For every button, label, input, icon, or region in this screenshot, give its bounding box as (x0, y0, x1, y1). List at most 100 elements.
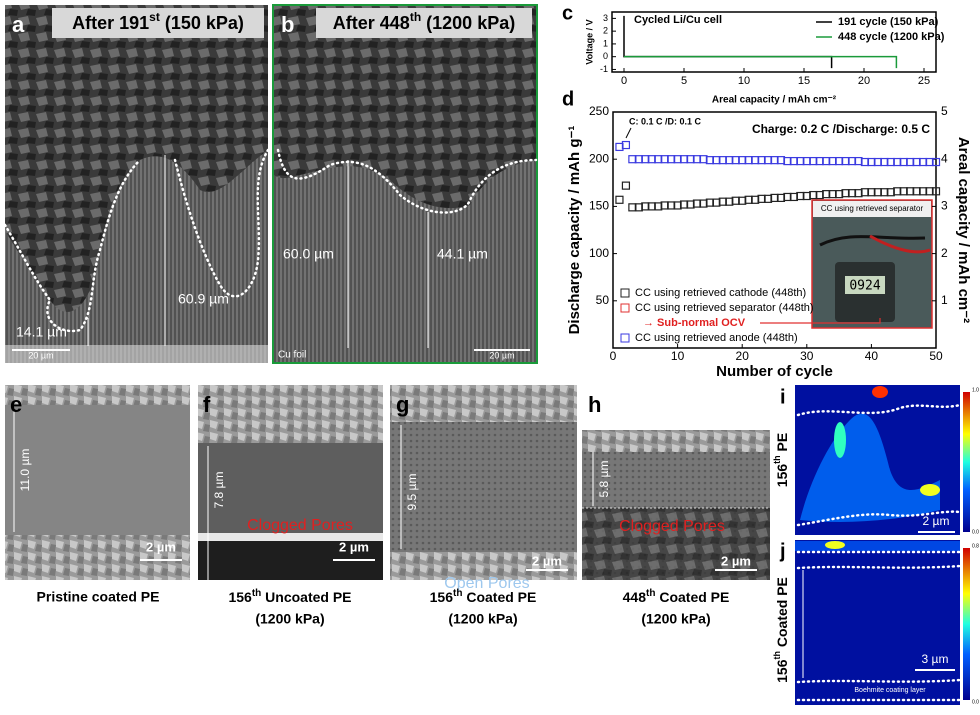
side-label: 156th Coated PE (772, 577, 789, 683)
caption-part: 156 (228, 589, 252, 605)
caption: 448th Coated PE (623, 588, 730, 605)
legend-swatch (620, 288, 630, 298)
caption-part: (1200 kPa) (421, 13, 515, 33)
panel-b: After 448th (1200 kPa) b 60.0 µm 44.1 µm… (272, 4, 538, 364)
boundary (173, 148, 270, 298)
meter-reading: 0924 (849, 279, 880, 294)
boundary (796, 510, 962, 527)
side-part: PE (774, 433, 790, 456)
thickness: 5.8 µm (597, 461, 611, 498)
y-axis-label: Discharge capacity / mAh g⁻¹ (566, 126, 583, 335)
caption-part: Coated PE (462, 589, 536, 605)
x-tick-label: 20 (736, 349, 750, 363)
x-tick-label: 40 (865, 349, 879, 363)
separator-layer (5, 405, 190, 535)
x-tick-label: 15 (798, 75, 810, 87)
y2-tick-label: 2 (941, 246, 948, 260)
side-part: Coated PE (774, 577, 790, 651)
thickness: 9.5 µm (405, 474, 419, 511)
callout-line (760, 318, 881, 324)
top-layer (582, 430, 770, 452)
data-point (615, 195, 624, 204)
panel-h: 5.8 µm Clogged Pores h 2 µm 448th Coated… (582, 385, 770, 627)
heat-region (795, 541, 960, 551)
data-point (931, 187, 941, 196)
colorbar (963, 548, 970, 700)
note: Clogged Pores (247, 517, 353, 534)
panel-label: j (779, 540, 786, 562)
probe-lead (869, 234, 931, 254)
panel-label: b (281, 12, 294, 37)
data-point (931, 157, 941, 167)
x-tick-label: 0 (621, 75, 627, 87)
caption-part: After 448 (333, 13, 410, 33)
bottom-layer (582, 508, 770, 580)
panel-label: e (10, 392, 22, 417)
y-tick-label: 0 (603, 51, 608, 61)
data-point (621, 140, 631, 150)
side-part: 156 (774, 659, 790, 683)
caption-box (52, 8, 264, 38)
scale-label: 2 µm (146, 539, 176, 554)
inset-title-box (813, 201, 931, 217)
chart-c: c 0 5 10 15 20 25 -1 0 1 2 3 Areal capacity / mAh c… (562, 2, 945, 105)
plot-frame (611, 11, 937, 73)
y-tick-label: 150 (589, 199, 609, 213)
chart-d: d CC using retrieved separator 0924 0 10 2… (562, 88, 972, 380)
panel-label: d (562, 88, 574, 110)
y2-tick-label: 3 (941, 199, 948, 213)
y-tick-label: 50 (596, 293, 610, 307)
annotation: Cycled Li/Cu cell (634, 14, 722, 26)
data-point (621, 181, 631, 190)
interface (198, 533, 383, 541)
y-axis-label: Voltage / V (584, 19, 594, 64)
data-line (624, 55, 898, 69)
inset-title: CC using retrieved separator (821, 204, 924, 213)
x-tick-label: 10 (738, 75, 750, 87)
thickness: 44.1 µm (437, 246, 488, 262)
y2-axis-label: Areal capacity / mAh cm⁻² (955, 137, 972, 323)
caption-sup: th (410, 10, 421, 24)
caption-sup: st (149, 10, 160, 24)
panel-a: After 191st (150 kPa) a 60.9 µm 14.1 µm … (3, 5, 270, 363)
note: Open Pores (444, 575, 529, 592)
panel-label: g (396, 392, 409, 417)
panel-g: 9.5 µm Open Pores g 2 µm 156th Coated PE… (390, 385, 577, 627)
colorbar (963, 392, 970, 532)
boundary (796, 403, 962, 417)
probe-lead (819, 235, 926, 247)
y2-tick-label: 5 (941, 104, 948, 118)
legend-swatch (620, 333, 630, 343)
caption-sup: th (252, 588, 261, 599)
scale-label: 20 µm (28, 350, 53, 360)
hotspot (872, 386, 888, 398)
x-tick-label: 30 (800, 349, 814, 363)
panel-j: j 156th Coated PE 3 µm Boehmite coating … (772, 540, 979, 705)
side-sup: th (772, 651, 782, 660)
caption-part: After 191 (72, 13, 149, 33)
annotation: → Sub-normal OCV (643, 317, 746, 329)
panel-label: h (588, 392, 601, 417)
annotation: Charge: 0.2 C /Discharge: 0.5 C (752, 122, 930, 136)
caption: (1200 kPa) (255, 611, 324, 627)
caption: After 191st (150 kPa) (72, 10, 244, 33)
colorbar-label: 0.0 (972, 529, 979, 535)
panel-label: f (203, 392, 211, 417)
boundary (3, 158, 142, 333)
scale-label: 2 µm (721, 553, 751, 568)
caption-part: 448 (623, 589, 647, 605)
legend-swatch (620, 303, 630, 313)
caption-sup: th (453, 588, 462, 599)
panel-label: c (562, 2, 573, 24)
caption-sup: th (646, 588, 655, 599)
y2-tick-label: 4 (941, 151, 948, 165)
thickness: 11.0 µm (18, 449, 32, 492)
y-tick-label: 200 (589, 151, 609, 165)
legend-label: CC using retrieved cathode (448th) (635, 287, 806, 299)
boundary (796, 564, 962, 570)
legend-label: 191 cycle (150 kPa) (838, 16, 939, 28)
scale-label: 2 µm (339, 539, 369, 554)
x-tick-label: 50 (929, 349, 943, 363)
